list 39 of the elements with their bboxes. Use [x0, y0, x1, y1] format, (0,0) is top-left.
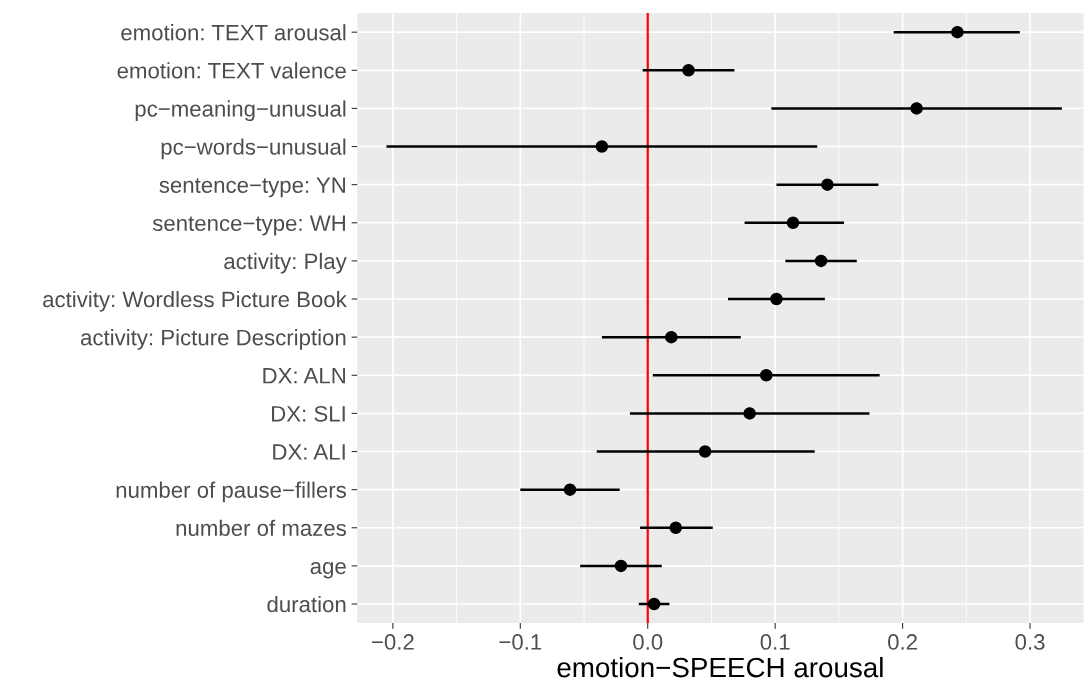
x-tick-label: −0.1: [499, 634, 542, 650]
y-tick-label: number of mazes: [176, 519, 346, 537]
y-tick-label: duration: [267, 595, 346, 613]
point: [743, 407, 756, 420]
x-tick-label: 0.0: [633, 634, 663, 650]
y-tick-label: activity: Picture Description: [80, 329, 346, 350]
point: [682, 64, 695, 77]
y-tick-label: pc−words−unusual: [161, 138, 346, 160]
point: [951, 25, 964, 39]
point: [595, 140, 609, 153]
y-tick-label: emotion: TEXT arousal: [121, 24, 346, 41]
y-tick-label: DX: ALN: [263, 368, 345, 384]
point: [647, 597, 661, 611]
point: [614, 559, 628, 573]
x-tick-label: 0.1: [760, 634, 790, 650]
x-axis-title: emotion−SPEECH arousal: [557, 656, 883, 678]
y-tick-label: number of pause−fillers: [116, 481, 346, 503]
x-tick-label: 0.2: [888, 634, 917, 650]
point: [821, 178, 834, 191]
point: [698, 445, 712, 458]
y-tick-label: DX: SLI: [272, 405, 345, 422]
y-tick-label: pc−meaning−unusual: [135, 100, 346, 122]
point: [563, 483, 577, 496]
y-tick-label: age: [310, 561, 346, 579]
point: [786, 216, 800, 230]
y-tick-label: emotion: TEXT valence: [117, 62, 346, 79]
y-tick-label: activity: Play: [224, 252, 347, 274]
x-tick-label: 0.3: [1015, 634, 1045, 650]
point: [814, 254, 828, 268]
point: [669, 521, 683, 535]
y-tick-label: sentence−type: YN: [159, 177, 345, 198]
y-tick-label: sentence−type: WH: [152, 215, 345, 236]
y-tick-label: DX: ALI: [273, 444, 345, 460]
y-tick-label: activity: Wordless Picture Book: [43, 290, 347, 312]
point: [759, 369, 773, 382]
x-tick-label: −0.2: [372, 634, 414, 650]
point: [910, 102, 923, 115]
point: [770, 292, 783, 306]
point: [665, 330, 678, 344]
